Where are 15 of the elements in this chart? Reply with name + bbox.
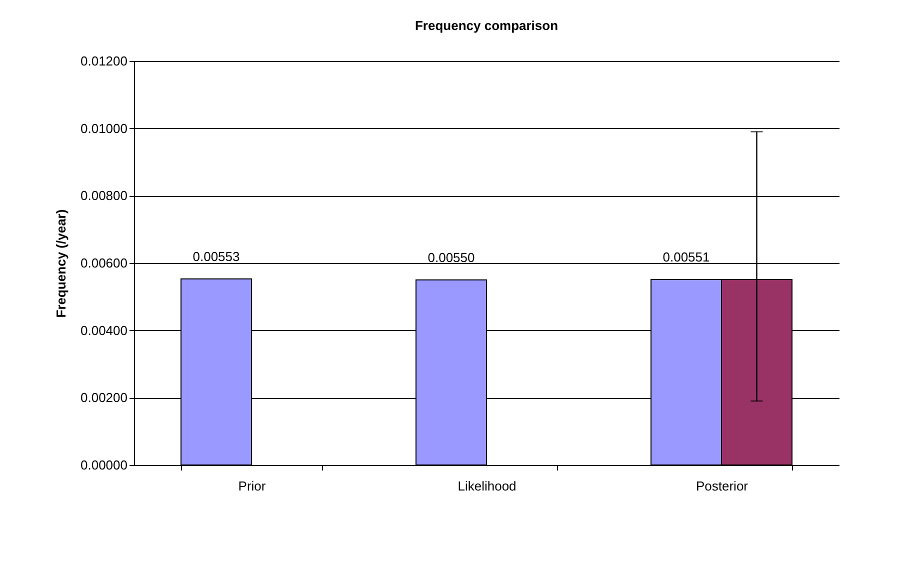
y-tick-label: 0.01200 bbox=[80, 54, 128, 68]
data-label: 0.00551 bbox=[662, 249, 710, 264]
x-tick-label: Likelihood bbox=[458, 478, 516, 494]
y-axis-title: Frequency (/year) bbox=[54, 209, 69, 318]
x-tick-label: Posterior bbox=[696, 478, 749, 494]
data-label: 0.00553 bbox=[192, 248, 240, 264]
y-tick-label: 0.00200 bbox=[80, 390, 128, 406]
y-tick-label: 0.00000 bbox=[80, 458, 128, 472]
y-tick-label: 0.00400 bbox=[80, 322, 128, 338]
y-tick-label: 0.00600 bbox=[80, 256, 128, 270]
chart-title: Frequency comparison bbox=[414, 18, 558, 33]
y-tick-label: 0.00800 bbox=[80, 188, 128, 204]
y-tick-label: 0.01000 bbox=[80, 120, 128, 136]
x-tick-label: Prior bbox=[238, 478, 266, 494]
data-label: 0.00550 bbox=[428, 250, 475, 265]
